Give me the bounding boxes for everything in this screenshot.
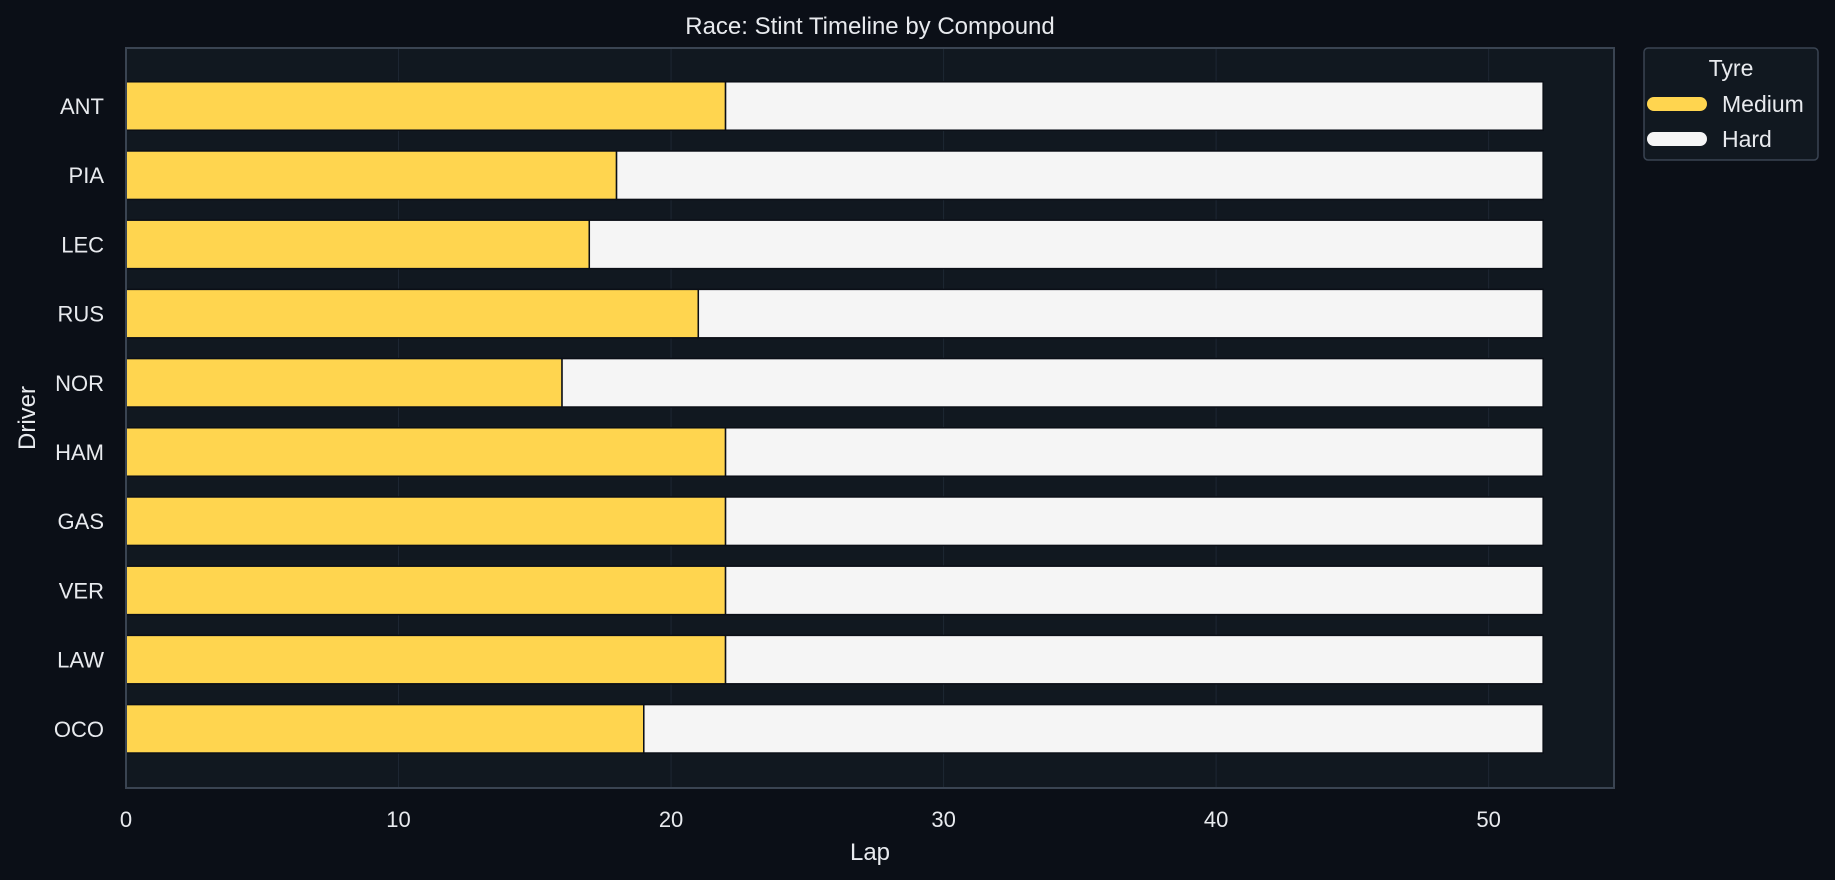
stint-bar-lec-hard — [588, 219, 1544, 270]
plot-frame — [125, 47, 1615, 789]
x-tick-label: 50 — [1476, 807, 1500, 832]
stint-bar-ver-hard — [724, 565, 1544, 616]
x-tick-label: 30 — [931, 807, 955, 832]
y-tick-label: NOR — [55, 371, 104, 396]
legend-label-medium: Medium — [1722, 91, 1804, 117]
y-axis-ticks: ANT PIA LEC RUS NOR HAM GAS VER LAW OCO — [54, 94, 104, 742]
stint-bar-pia-hard — [615, 150, 1544, 201]
stint-bar-ham-medium — [125, 427, 727, 477]
y-tick-label: VER — [59, 578, 104, 603]
y-axis-label: Driver — [14, 386, 41, 450]
stint-bar-nor-medium — [125, 357, 563, 408]
stint-bar-gas-medium — [125, 496, 727, 547]
stint-bar-ver-medium — [125, 565, 727, 616]
y-tick-label: LAW — [57, 648, 104, 673]
y-tick-label: GAS — [58, 509, 104, 534]
x-axis-ticks: 0 10 20 30 40 50 — [120, 807, 1501, 832]
legend-title: Tyre — [1709, 55, 1754, 81]
stint-bar-oco-hard — [643, 703, 1544, 754]
x-tick-label: 20 — [659, 807, 683, 832]
stint-bar-law-hard — [724, 634, 1544, 685]
x-tick-label: 10 — [386, 807, 410, 832]
stint-bar-oco-medium — [125, 703, 645, 754]
stint-bar-pia-medium — [125, 150, 618, 201]
stint-bar-rus-hard — [697, 288, 1544, 339]
y-tick-label: RUS — [58, 302, 104, 327]
stint-bar-nor-hard — [561, 357, 1544, 408]
legend: Tyre Medium Hard — [1643, 47, 1819, 161]
y-tick-label: ANT — [60, 94, 104, 119]
chart-title: Race: Stint Timeline by Compound — [685, 13, 1055, 40]
stint-bar-ham-hard — [724, 427, 1544, 477]
stint-bar-gas-hard — [724, 496, 1544, 547]
x-tick-label: 40 — [1204, 807, 1228, 832]
x-tick-label: 0 — [120, 807, 132, 832]
y-tick-label: LEC — [61, 232, 104, 257]
stint-bar-lec-medium — [125, 219, 591, 270]
legend-label-hard: Hard — [1722, 126, 1772, 152]
x-axis-label: Lap — [850, 839, 890, 866]
y-tick-label: OCO — [54, 717, 104, 742]
stint-bar-rus-medium — [125, 288, 700, 339]
stint-bar-ant-hard — [724, 81, 1544, 131]
y-tick-label: PIA — [69, 163, 105, 188]
stint-bar-law-medium — [125, 634, 727, 685]
stint-bar-ant-medium — [125, 81, 727, 131]
y-tick-label: HAM — [55, 440, 104, 465]
bars — [125, 81, 1544, 754]
